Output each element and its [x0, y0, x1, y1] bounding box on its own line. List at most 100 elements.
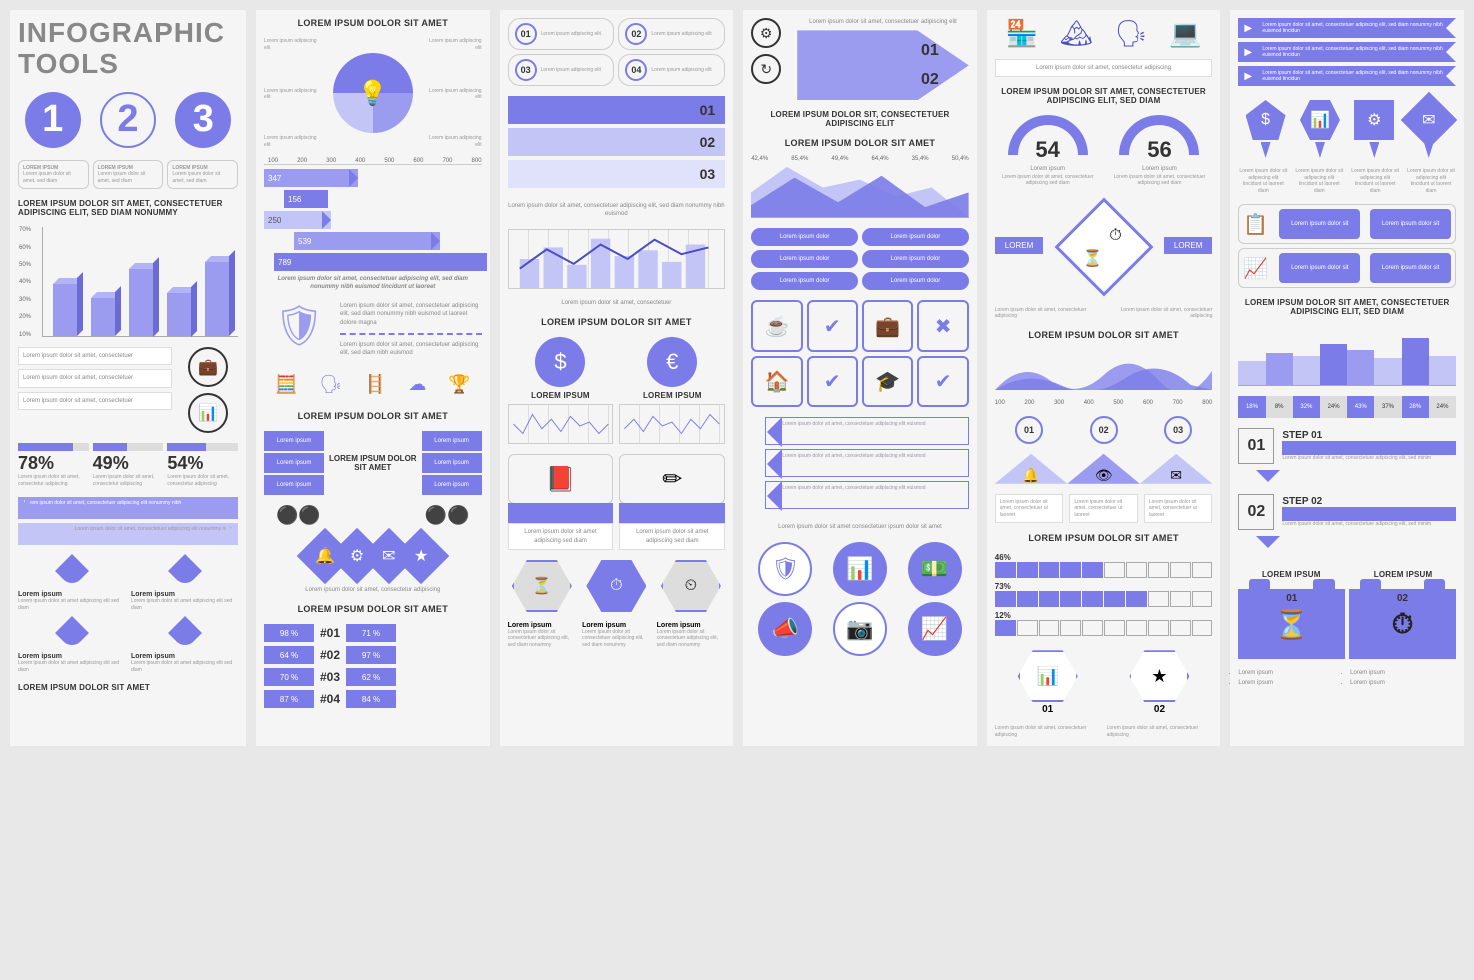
wave-chart — [995, 350, 1213, 390]
three-boxes: LOREM IPSUMLorem ipsum dolor sit amet, s… — [18, 160, 238, 190]
hbar: 789 — [274, 253, 487, 271]
rank-list: 98 %#0171 % 64 %#0297 % 70 %#0362 % 87 %… — [264, 624, 482, 712]
section-title: LOREM IPSUM DOLOR SIT AMET, CONSECTETUER… — [1238, 298, 1456, 316]
dollar-icon: $ — [535, 337, 585, 387]
hbar-caption: Lorem ipsum dolor sit amet, consectetuer… — [264, 275, 482, 292]
section-title: LOREM IPSUM DOLOR SIT AMET — [751, 138, 969, 148]
step-title: STEP 02 — [1282, 496, 1456, 507]
bar — [1347, 350, 1374, 385]
pin-title: Lorem ipsum — [131, 591, 238, 598]
seg-label: 12% — [995, 611, 1213, 620]
flag: 18% — [1238, 396, 1265, 418]
play-ribbons: Lorem ipsum dolor sit amet, consectetuer… — [1238, 18, 1456, 90]
multi-bar-chart — [1238, 326, 1456, 386]
lego-blocks: 01⏳ 02⏱ — [1238, 589, 1456, 659]
star-icon: ★ — [393, 527, 450, 584]
oval-text: Lorem ipsum adipiscing elit — [541, 67, 601, 74]
flag: 32% — [1293, 396, 1320, 418]
arrow-num: 01 — [807, 42, 939, 60]
top-desc: Lorem ipsum dolor sit amet, consectetur … — [995, 59, 1213, 77]
gear-icon: ⚙ — [751, 18, 781, 48]
hbar: 250 — [264, 211, 331, 229]
stopwatch-icon: ⏱ — [1392, 608, 1414, 641]
xtick: 600 — [413, 158, 423, 164]
chart-icon: 📊 — [833, 542, 887, 596]
pin-markers: Lorem ipsumLorem ipsum dolor sit amet ad… — [18, 559, 238, 611]
lightbulb-icon: 💡 — [333, 53, 413, 133]
badge: 01 — [1015, 416, 1043, 444]
info-card: Lorem ipsum dolor sit amet, consectetuer — [18, 347, 172, 365]
combo-caption: Lorem ipsum dolor sit amet, consectetuer — [508, 299, 726, 307]
seg-label: 73% — [995, 582, 1213, 591]
cart-center: LOREM IPSUM DOLOR SIT AMET — [326, 454, 420, 472]
section-title: LOREM IPSUM DOLOR SIT AMET — [508, 317, 726, 327]
ytick: 10% — [19, 332, 31, 338]
graduation-icon: 🎓 — [862, 356, 913, 407]
btn: Lorem ipsum dolor sit — [1370, 253, 1451, 283]
pin-desc: Lorem ipsum dolor sit amet adipiscing el… — [131, 660, 238, 673]
horizontal-bar-chart: 100200300400500600700800 347 156 250 539… — [264, 158, 482, 292]
xtick: 200 — [1024, 400, 1034, 406]
bullet: Lorem ipsum — [1350, 669, 1456, 679]
xtick: 300 — [1054, 400, 1064, 406]
book-icon: 📕 — [508, 454, 614, 504]
bar — [167, 293, 191, 337]
shape-desc: Lorem ipsum dolor sit adipiscing elit ti… — [1238, 168, 1288, 194]
flag: 8% — [1266, 396, 1293, 418]
briefcase-icon: 💼 — [188, 347, 228, 387]
xtick: 400 — [1084, 400, 1094, 406]
graph-icon: 📈 — [908, 602, 962, 656]
play-ribbon: Lorem ipsum dolor sit amet, consectetuer… — [1238, 42, 1456, 62]
ytick: 70% — [19, 227, 31, 233]
combo-chart — [508, 229, 726, 289]
number-2: 2 — [100, 92, 156, 148]
cart-item: Lorem ipsum — [264, 431, 324, 451]
euro-icon: € — [647, 337, 697, 387]
diamond-desc: Lorem ipsum dolor sit amet, consectetuer… — [1107, 307, 1213, 320]
timer-icon: ⏲ — [661, 560, 721, 612]
section-title: LOREM IPSUM DOLOR SIT AMET — [264, 604, 482, 614]
arrow-pills: Lorem ipsum dolor sit amet, consectetuer… — [765, 417, 969, 513]
fold: 02 — [508, 128, 726, 156]
hbar: 347 — [264, 169, 358, 187]
box-body: Lorem ipsum dolor sit amet, sed diam — [98, 171, 159, 184]
bottom-caption: Lorem ipsum dolor sit amet consectetuer … — [751, 523, 969, 531]
section-title: LOREM IPSUM DOLOR SIT AMET — [264, 18, 482, 28]
bar — [1374, 358, 1401, 385]
check-icon: ✔ — [807, 300, 858, 351]
pin-title: Lorem ipsum — [18, 591, 125, 598]
main-title: INFOGRAPHIC TOOLS — [18, 18, 238, 80]
cross-icon: ✖ — [917, 300, 968, 351]
chart-icon: 📊 — [1036, 666, 1058, 687]
flag: 28% — [1402, 396, 1429, 418]
step-desc: Lorem ipsum dolor sit amet, consectetuer… — [1282, 455, 1456, 462]
column-6: Lorem ipsum dolor sit amet, consectetuer… — [1230, 10, 1464, 746]
area-pct: 49,4% — [831, 156, 848, 162]
xtick: 200 — [297, 158, 307, 164]
area-chart: 42,4%85,4%49,4%64,4%35,4%50,4% — [751, 158, 969, 218]
step-title: STEP 01 — [1282, 430, 1456, 441]
col-body: Lorem ipsum dolor sit consectetuer adipi… — [582, 629, 651, 649]
info-card: Lorem ipsum dolor sit amet, consectetuer — [18, 369, 172, 387]
check-icon: ✔ — [807, 356, 858, 407]
btn: Lorem ipsum dolor sit — [1279, 209, 1360, 239]
dollar-icon: $ — [1246, 100, 1286, 140]
xtick: 800 — [1202, 400, 1212, 406]
area-pct: 85,4% — [791, 156, 808, 162]
number-3: 3 — [175, 92, 231, 148]
col-body: Lorem ipsum dolor sit consectetuer adipi… — [657, 629, 726, 649]
arrow-down-icon — [1256, 470, 1280, 494]
callout: Lorem ipsum adipiscing elit — [422, 88, 482, 101]
rank: #04 — [320, 692, 340, 706]
bar-chart-title: LOREM IPSUM DOLOR SIT AMET, CONSECTETUER… — [18, 199, 238, 217]
oval-num: 02 — [625, 23, 647, 45]
pencil-icon: ✏ — [619, 454, 725, 504]
gauge-val: 56 — [1129, 137, 1189, 163]
numbered-ovals: 01Lorem ipsum adipiscing elit 02Lorem ip… — [508, 18, 726, 86]
ladder-icon: 🪜 — [364, 374, 386, 395]
hbar: 156 — [284, 190, 328, 208]
callout: Lorem ipsum adipiscing elit — [264, 38, 324, 51]
gauge-desc: Lorem ipsum dolor sit amet, consectetuer… — [1107, 174, 1213, 187]
btn: Lorem ipsum dolor sit — [1370, 209, 1451, 239]
callout: Lorem ipsum adipiscing elit — [264, 135, 324, 148]
